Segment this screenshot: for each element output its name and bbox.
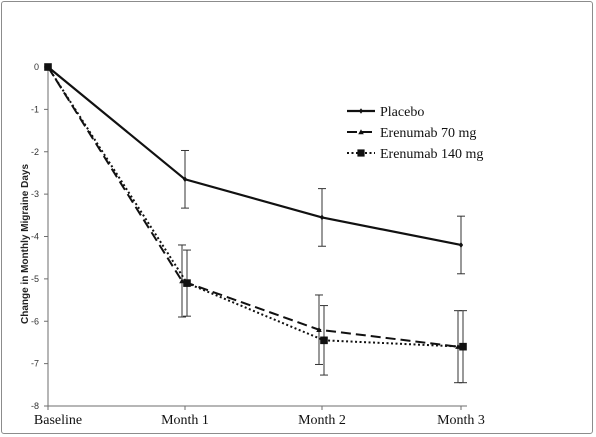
data-point	[320, 336, 328, 345]
series-placebo	[45, 64, 465, 275]
y-axis-label: Change in Monthly Migraine Days	[20, 164, 31, 324]
series-line	[47, 66, 462, 247]
legend-item: Erenumab 70 mg	[347, 126, 476, 141]
legend-label: Placebo	[380, 105, 424, 120]
y-tick-label: -2	[31, 147, 39, 157]
x-tick-label: Month 3	[437, 413, 485, 428]
legend-label: Erenumab 140 mg	[380, 147, 483, 162]
data-point	[459, 342, 467, 351]
series-line	[47, 66, 459, 348]
y-tick-label: -8	[31, 401, 39, 411]
y-tick-label: -6	[31, 316, 39, 326]
data-point	[182, 176, 188, 183]
legend: Placebo Erenumab 70 mg Erenumab 140 mg	[347, 105, 483, 162]
y-tick-label: -5	[31, 274, 39, 284]
x-tick-label: Month 1	[161, 413, 209, 428]
data-point	[44, 63, 52, 71]
legend-marker	[357, 149, 365, 157]
legend-item: Placebo	[347, 105, 424, 120]
legend-marker	[359, 108, 363, 114]
data-point	[458, 241, 464, 248]
x-tick-label: Month 2	[298, 413, 346, 428]
axes: 0 -1 -2 -3 -4 -5 -6 -7 -8 Baseline Month 1 Month 2 M…	[31, 62, 485, 428]
y-tick-label: -3	[31, 189, 39, 199]
series-erenumab-140-mg	[44, 63, 467, 384]
y-tick-label: -4	[31, 232, 39, 242]
data-point	[183, 279, 191, 287]
legend-marker	[358, 129, 364, 135]
series-erenumab-70-mg	[45, 64, 462, 384]
x-tick-label: Baseline	[34, 413, 82, 428]
legend-item: Erenumab 140 mg	[347, 147, 483, 162]
data-point	[316, 326, 322, 332]
y-tick-label: -1	[31, 104, 39, 114]
y-tick-label: 0	[34, 62, 39, 72]
y-tick-label: -7	[31, 359, 39, 369]
data-point	[319, 214, 325, 221]
legend-label: Erenumab 70 mg	[380, 126, 476, 141]
series-layer	[44, 63, 467, 384]
